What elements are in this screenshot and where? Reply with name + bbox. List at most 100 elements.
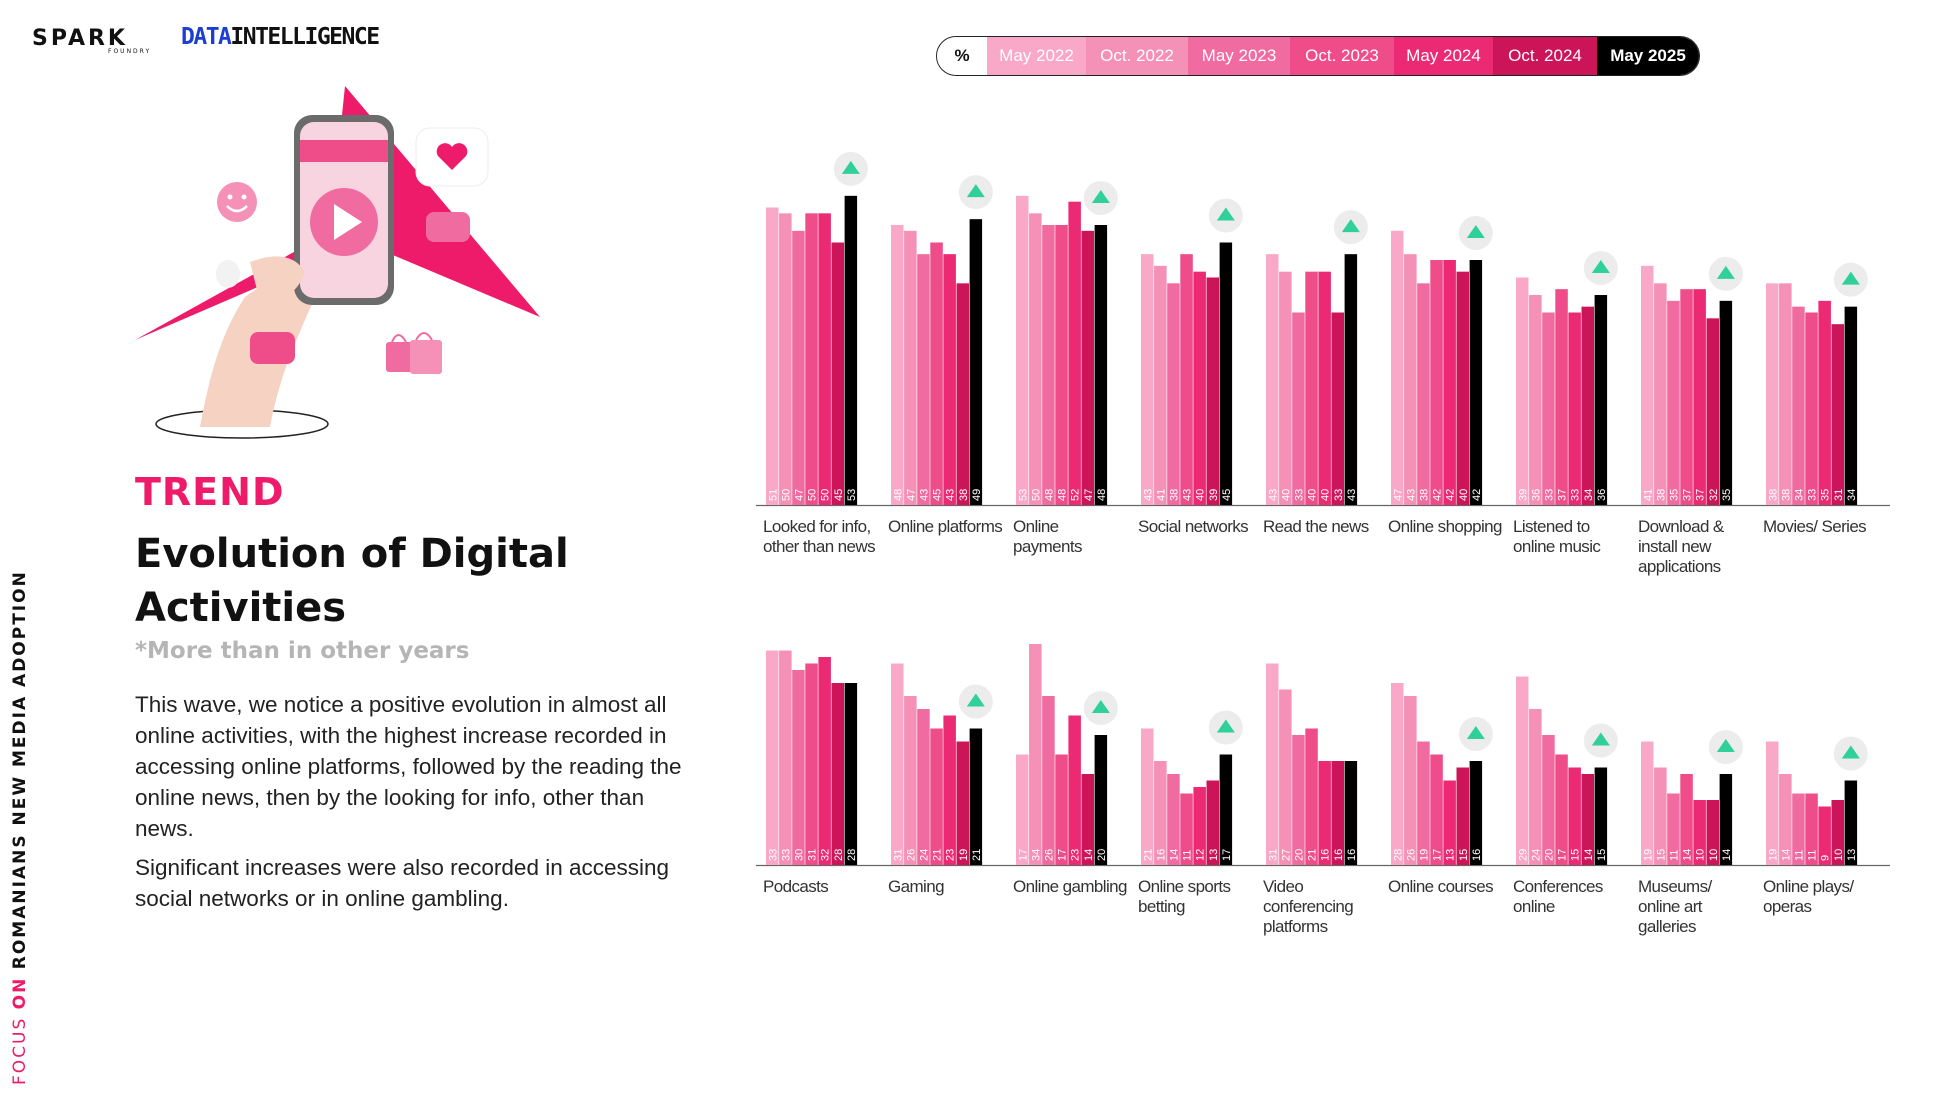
bar — [1180, 793, 1193, 865]
bar — [1792, 793, 1805, 865]
category-label: Read the news — [1263, 517, 1369, 536]
bar-value-label: 43 — [1405, 489, 1417, 501]
bar — [1542, 312, 1555, 505]
bar — [779, 213, 792, 506]
bar — [1391, 683, 1404, 865]
bar — [1404, 696, 1417, 865]
spark-logo-text: SPARK — [32, 26, 128, 51]
bar — [1081, 774, 1094, 865]
bar-value-label: 36 — [1596, 489, 1608, 501]
bar-value-label: 17 — [1221, 849, 1233, 861]
bar-value-label: 50 — [1030, 489, 1042, 501]
bar-value-label: 34 — [1030, 849, 1042, 861]
bar-value-label: 35 — [1820, 489, 1832, 501]
thumb-shape — [250, 256, 305, 302]
bar-value-label: 39 — [1517, 489, 1529, 501]
bar — [1055, 754, 1068, 865]
bar — [1016, 754, 1029, 865]
bar-value-label: 15 — [1596, 849, 1608, 861]
bar-value-label: 38 — [1767, 489, 1779, 501]
legend-item-may-2025: May 2025 — [1597, 37, 1699, 75]
bar — [1305, 728, 1318, 865]
bar-value-label: 26 — [1405, 849, 1417, 861]
bar-value-label: 39 — [1208, 489, 1220, 501]
bar — [1154, 265, 1167, 505]
bar — [969, 219, 983, 505]
bar — [1818, 300, 1831, 505]
bar-value-label: 11 — [1668, 850, 1680, 861]
bar-value-label: 23 — [945, 849, 957, 861]
bar — [1818, 806, 1831, 865]
bar-value-label: 16 — [1155, 849, 1167, 861]
bar-value-label: 17 — [1057, 849, 1069, 861]
bar — [1167, 283, 1180, 505]
bar — [1805, 312, 1818, 505]
bar-value-label: 19 — [1767, 849, 1779, 861]
bar — [969, 728, 983, 865]
bar — [805, 213, 818, 506]
category-label: Online courses — [1388, 877, 1494, 896]
legend-unit: % — [937, 37, 987, 75]
bar-value-label: 43 — [1142, 489, 1154, 501]
category-label: Looked for info, other than news — [763, 517, 876, 556]
up-arrow-icon — [958, 684, 993, 719]
category-label: Listened to online music — [1513, 517, 1601, 556]
up-arrow-icon — [833, 151, 868, 186]
bar — [1654, 767, 1667, 865]
bar-value-label: 28 — [833, 849, 845, 861]
bar-value-label: 14 — [1682, 849, 1694, 861]
up-arrow-icon — [1208, 710, 1243, 745]
bar-value-label: 38 — [1780, 489, 1792, 501]
bar — [1719, 300, 1733, 505]
bar-value-label: 43 — [1182, 489, 1194, 501]
bar — [1542, 735, 1555, 865]
category-label: Museums/ online art galleries — [1638, 877, 1712, 936]
bar — [1279, 271, 1292, 505]
bar — [1279, 689, 1292, 865]
bar-value-label: 15 — [1655, 849, 1667, 861]
bar — [917, 254, 930, 505]
bar — [1844, 306, 1858, 505]
bar — [1792, 306, 1805, 505]
bar-value-label: 28 — [1392, 849, 1404, 861]
bar-value-label: 49 — [971, 489, 983, 501]
bar-value-label: 31 — [807, 849, 819, 861]
spark-logo-subtext: FOUNDRY — [108, 48, 152, 55]
chart-legend: % May 2022 Oct. 2022 May 2023 Oct. 2023 … — [936, 36, 1700, 76]
bar-value-label: 14 — [1780, 849, 1792, 861]
bar-value-label: 13 — [1846, 849, 1858, 861]
bar-value-label: 15 — [1570, 849, 1582, 861]
bar — [1081, 230, 1094, 506]
bar — [844, 195, 858, 506]
category-label: Conferences online — [1513, 877, 1603, 916]
bar-value-label: 40 — [1458, 489, 1470, 501]
bar — [1318, 271, 1331, 505]
section-kicker: TREND — [135, 470, 285, 514]
bar-value-label: 24 — [918, 849, 930, 861]
bar — [1654, 283, 1667, 505]
bar-value-label: 21 — [932, 849, 944, 861]
bar — [818, 213, 831, 506]
bar — [956, 283, 969, 505]
bar-value-label: 47 — [1392, 489, 1404, 501]
bar-value-label: 50 — [780, 489, 792, 501]
category-label: Online plays/ operas — [1763, 877, 1854, 916]
bar — [1719, 774, 1733, 865]
bar-value-label: 11 — [1182, 850, 1194, 861]
shop-awning — [300, 140, 388, 162]
bar — [1516, 676, 1529, 865]
bar — [1641, 265, 1654, 505]
bar — [930, 242, 943, 505]
legend-item-oct-2022: Oct. 2022 — [1086, 37, 1188, 75]
bar — [818, 657, 831, 865]
bar — [1831, 324, 1844, 505]
bar-value-label: 53 — [846, 489, 858, 501]
bar-value-label: 19 — [1642, 849, 1654, 861]
bar — [1154, 761, 1167, 865]
up-arrow-icon — [1583, 723, 1618, 758]
bar-value-label: 35 — [1721, 489, 1733, 501]
bar-value-label: 40 — [1307, 489, 1319, 501]
category-label: Online gambling — [1013, 877, 1127, 896]
bar-value-label: 26 — [905, 849, 917, 861]
bar — [1344, 761, 1358, 865]
